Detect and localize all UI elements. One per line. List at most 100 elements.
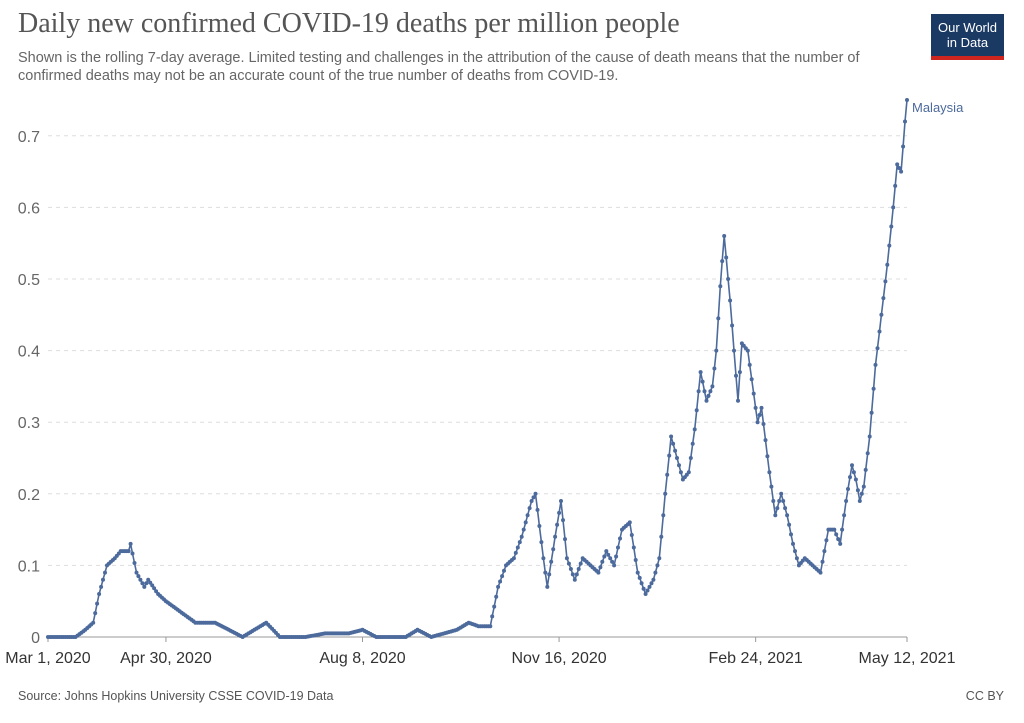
data-point — [152, 586, 157, 591]
data-point — [753, 405, 758, 410]
data-point — [877, 329, 882, 334]
data-point — [905, 98, 909, 102]
data-point — [659, 534, 664, 539]
data-point — [848, 475, 852, 480]
data-point — [842, 513, 847, 518]
data-point — [692, 427, 697, 432]
data-point — [686, 470, 691, 475]
data-point — [150, 583, 155, 588]
data-point — [566, 561, 571, 566]
data-point — [779, 491, 784, 496]
data-point — [694, 408, 699, 413]
data-point — [844, 499, 849, 503]
data-point — [677, 463, 681, 468]
data-point — [702, 389, 707, 394]
data-point — [533, 491, 538, 496]
data-point — [529, 499, 534, 503]
data-point — [610, 559, 615, 564]
license-label[interactable]: CC BY — [965, 689, 1004, 703]
data-point — [903, 119, 907, 124]
data-point — [517, 540, 522, 545]
series-line-malaysia — [48, 99, 908, 638]
data-point — [130, 551, 135, 556]
data-point — [614, 554, 619, 559]
y-tick-label: 0.1 — [18, 558, 40, 575]
owid-logo[interactable]: Our World in Data — [931, 14, 1004, 60]
data-point — [690, 441, 695, 446]
data-point — [551, 547, 556, 552]
data-point — [820, 559, 825, 564]
data-point — [836, 537, 841, 542]
data-point — [869, 410, 874, 415]
data-point — [887, 243, 892, 248]
data-point — [736, 398, 740, 403]
data-point — [867, 434, 872, 439]
data-point — [138, 577, 143, 582]
data-point — [128, 541, 133, 546]
data-point — [515, 545, 520, 550]
data-point — [154, 589, 159, 594]
data-point — [891, 205, 896, 210]
data-point — [633, 558, 638, 562]
data-point — [498, 579, 503, 584]
data-point — [704, 398, 709, 403]
data-point — [604, 549, 609, 554]
data-point — [879, 312, 884, 317]
data-point — [645, 588, 650, 593]
data-point — [732, 348, 736, 353]
data-point — [787, 522, 792, 527]
data-point — [696, 389, 701, 394]
data-point — [661, 513, 666, 518]
data-point — [850, 463, 854, 468]
data-point — [572, 577, 577, 582]
data-point — [543, 570, 548, 575]
data-point — [895, 162, 900, 167]
data-point — [618, 536, 622, 541]
data-point — [794, 556, 799, 561]
data-point — [726, 277, 731, 281]
x-tick-label: Apr 30, 2020 — [120, 650, 212, 667]
series-label-malaysia[interactable]: Malaysia — [912, 100, 964, 115]
y-tick-label: 0.7 — [18, 129, 40, 146]
data-point — [755, 420, 760, 425]
data-point — [91, 620, 96, 625]
data-point — [541, 556, 546, 561]
data-point — [148, 580, 153, 585]
data-point — [490, 614, 495, 619]
data-point — [539, 540, 544, 545]
data-point — [602, 554, 607, 559]
data-point — [771, 499, 776, 503]
data-point — [793, 549, 797, 554]
data-point — [521, 527, 526, 532]
data-point — [103, 570, 107, 575]
logo-line-1: Our World — [938, 20, 997, 35]
data-point — [519, 534, 524, 539]
data-point — [789, 532, 793, 537]
data-point — [757, 413, 762, 417]
data-point — [763, 438, 768, 443]
data-point — [537, 524, 542, 528]
data-point — [698, 370, 703, 375]
y-tick-label: 0.4 — [18, 344, 40, 361]
data-point — [608, 556, 613, 561]
data-point — [840, 527, 845, 532]
data-point — [142, 584, 147, 589]
data-point — [785, 513, 790, 518]
data-point — [863, 467, 868, 472]
data-point — [834, 532, 839, 537]
data-point — [547, 572, 552, 577]
data-point — [97, 592, 102, 596]
data-point — [511, 556, 516, 561]
source-note[interactable]: Source: Johns Hopkins University CSSE CO… — [18, 689, 334, 703]
data-point — [881, 296, 886, 301]
data-point — [783, 506, 788, 511]
data-point — [647, 584, 652, 589]
data-point — [777, 499, 782, 503]
data-point — [671, 441, 676, 446]
data-point — [722, 234, 727, 238]
data-point — [688, 456, 693, 460]
y-tick-label: 0 — [31, 630, 40, 647]
data-point — [708, 389, 713, 394]
data-point — [678, 470, 683, 475]
